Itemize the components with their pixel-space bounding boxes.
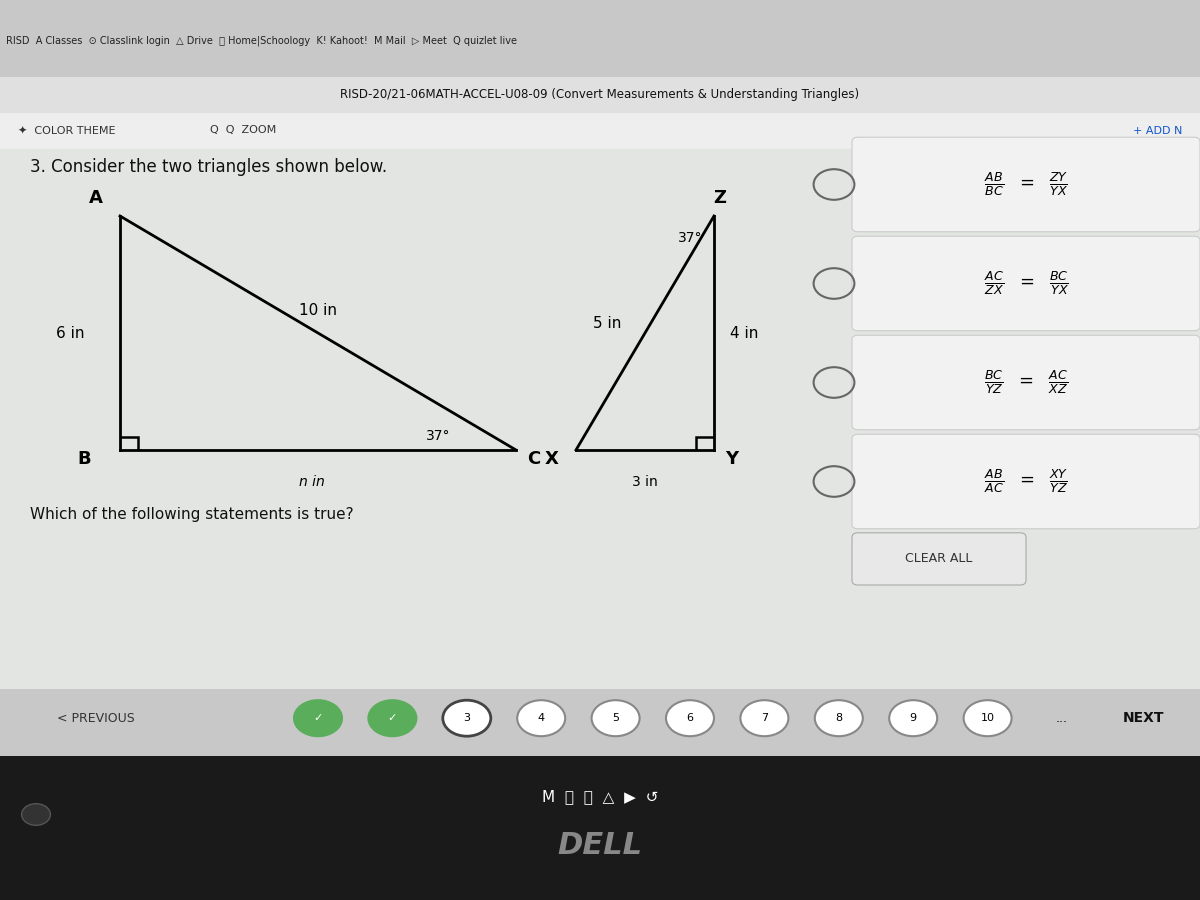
Text: 7: 7: [761, 713, 768, 724]
Text: 10 in: 10 in: [299, 303, 337, 318]
Text: 3: 3: [463, 713, 470, 724]
Text: Q  Q  ZOOM: Q Q ZOOM: [210, 125, 276, 136]
Text: 37°: 37°: [426, 429, 450, 444]
Text: 4 in: 4 in: [730, 326, 758, 340]
Text: Which of the following statements is true?: Which of the following statements is tru…: [30, 508, 354, 522]
FancyBboxPatch shape: [0, 76, 1200, 112]
FancyBboxPatch shape: [0, 148, 1200, 756]
Circle shape: [368, 700, 416, 736]
Text: 6 in: 6 in: [55, 326, 84, 340]
Text: 6: 6: [686, 713, 694, 724]
FancyBboxPatch shape: [0, 688, 1200, 756]
FancyBboxPatch shape: [852, 236, 1200, 331]
Text: < PREVIOUS: < PREVIOUS: [58, 712, 134, 724]
Text: + ADD N: + ADD N: [1133, 125, 1182, 136]
Circle shape: [740, 700, 788, 736]
Text: 4: 4: [538, 713, 545, 724]
Text: 8: 8: [835, 713, 842, 724]
Text: Z: Z: [714, 189, 726, 207]
Text: A: A: [89, 189, 103, 207]
Text: 5 in: 5 in: [593, 317, 622, 331]
Text: n in: n in: [299, 474, 325, 489]
Text: $\mathit{\frac{BC}{YZ}}$  $=$  $\mathit{\frac{AC}{XZ}}$: $\mathit{\frac{BC}{YZ}}$ $=$ $\mathit{\f…: [984, 369, 1068, 396]
Text: 9: 9: [910, 713, 917, 724]
FancyBboxPatch shape: [0, 0, 1200, 76]
Circle shape: [666, 700, 714, 736]
Circle shape: [517, 700, 565, 736]
Text: CLEAR ALL: CLEAR ALL: [905, 553, 973, 565]
FancyBboxPatch shape: [852, 434, 1200, 528]
FancyBboxPatch shape: [0, 148, 1200, 756]
Text: 5: 5: [612, 713, 619, 724]
FancyBboxPatch shape: [0, 112, 1200, 148]
Circle shape: [443, 700, 491, 736]
Text: ✓: ✓: [313, 713, 323, 724]
Text: 37°: 37°: [678, 231, 702, 246]
Text: 3. Consider the two triangles shown below.: 3. Consider the two triangles shown belo…: [30, 158, 388, 176]
Circle shape: [22, 804, 50, 825]
Circle shape: [815, 700, 863, 736]
Text: $\mathit{\frac{AC}{ZX}}$  $=$  $\mathit{\frac{BC}{YX}}$: $\mathit{\frac{AC}{ZX}}$ $=$ $\mathit{\f…: [984, 270, 1068, 297]
Text: Y: Y: [726, 450, 738, 468]
FancyBboxPatch shape: [0, 756, 1200, 900]
Text: $\mathit{\frac{AB}{AC}}$  $=$  $\mathit{\frac{XY}{YZ}}$: $\mathit{\frac{AB}{AC}}$ $=$ $\mathit{\f…: [984, 468, 1068, 495]
Text: 10: 10: [980, 713, 995, 724]
Text: NEXT: NEXT: [1122, 711, 1164, 725]
Text: 3 in: 3 in: [631, 474, 658, 489]
Circle shape: [592, 700, 640, 736]
Text: $\mathit{\frac{AB}{BC}}$  $=$  $\mathit{\frac{ZY}{YX}}$: $\mathit{\frac{AB}{BC}}$ $=$ $\mathit{\f…: [984, 171, 1068, 198]
FancyBboxPatch shape: [852, 336, 1200, 430]
Text: ✓: ✓: [388, 713, 397, 724]
Text: ...: ...: [1056, 712, 1068, 724]
FancyBboxPatch shape: [852, 533, 1026, 585]
Circle shape: [964, 700, 1012, 736]
Circle shape: [294, 700, 342, 736]
Text: M  📁  🔍  △  ▶  ↺: M 📁 🔍 △ ▶ ↺: [542, 789, 658, 804]
Circle shape: [889, 700, 937, 736]
Text: ✦  COLOR THEME: ✦ COLOR THEME: [18, 125, 115, 136]
Text: RISD-20/21-06MATH-ACCEL-U08-09 (Convert Measurements & Understanding Triangles): RISD-20/21-06MATH-ACCEL-U08-09 (Convert …: [341, 88, 859, 101]
Text: RISD  A Classes  ⊙ Classlink login  △ Drive  ⓢ Home|Schoology  K! Kahoot!  M Mai: RISD A Classes ⊙ Classlink login △ Drive…: [6, 35, 517, 46]
Text: B: B: [77, 450, 91, 468]
FancyBboxPatch shape: [852, 137, 1200, 231]
Text: X: X: [545, 450, 559, 468]
Text: DELL: DELL: [558, 832, 642, 860]
Text: C: C: [527, 450, 541, 468]
